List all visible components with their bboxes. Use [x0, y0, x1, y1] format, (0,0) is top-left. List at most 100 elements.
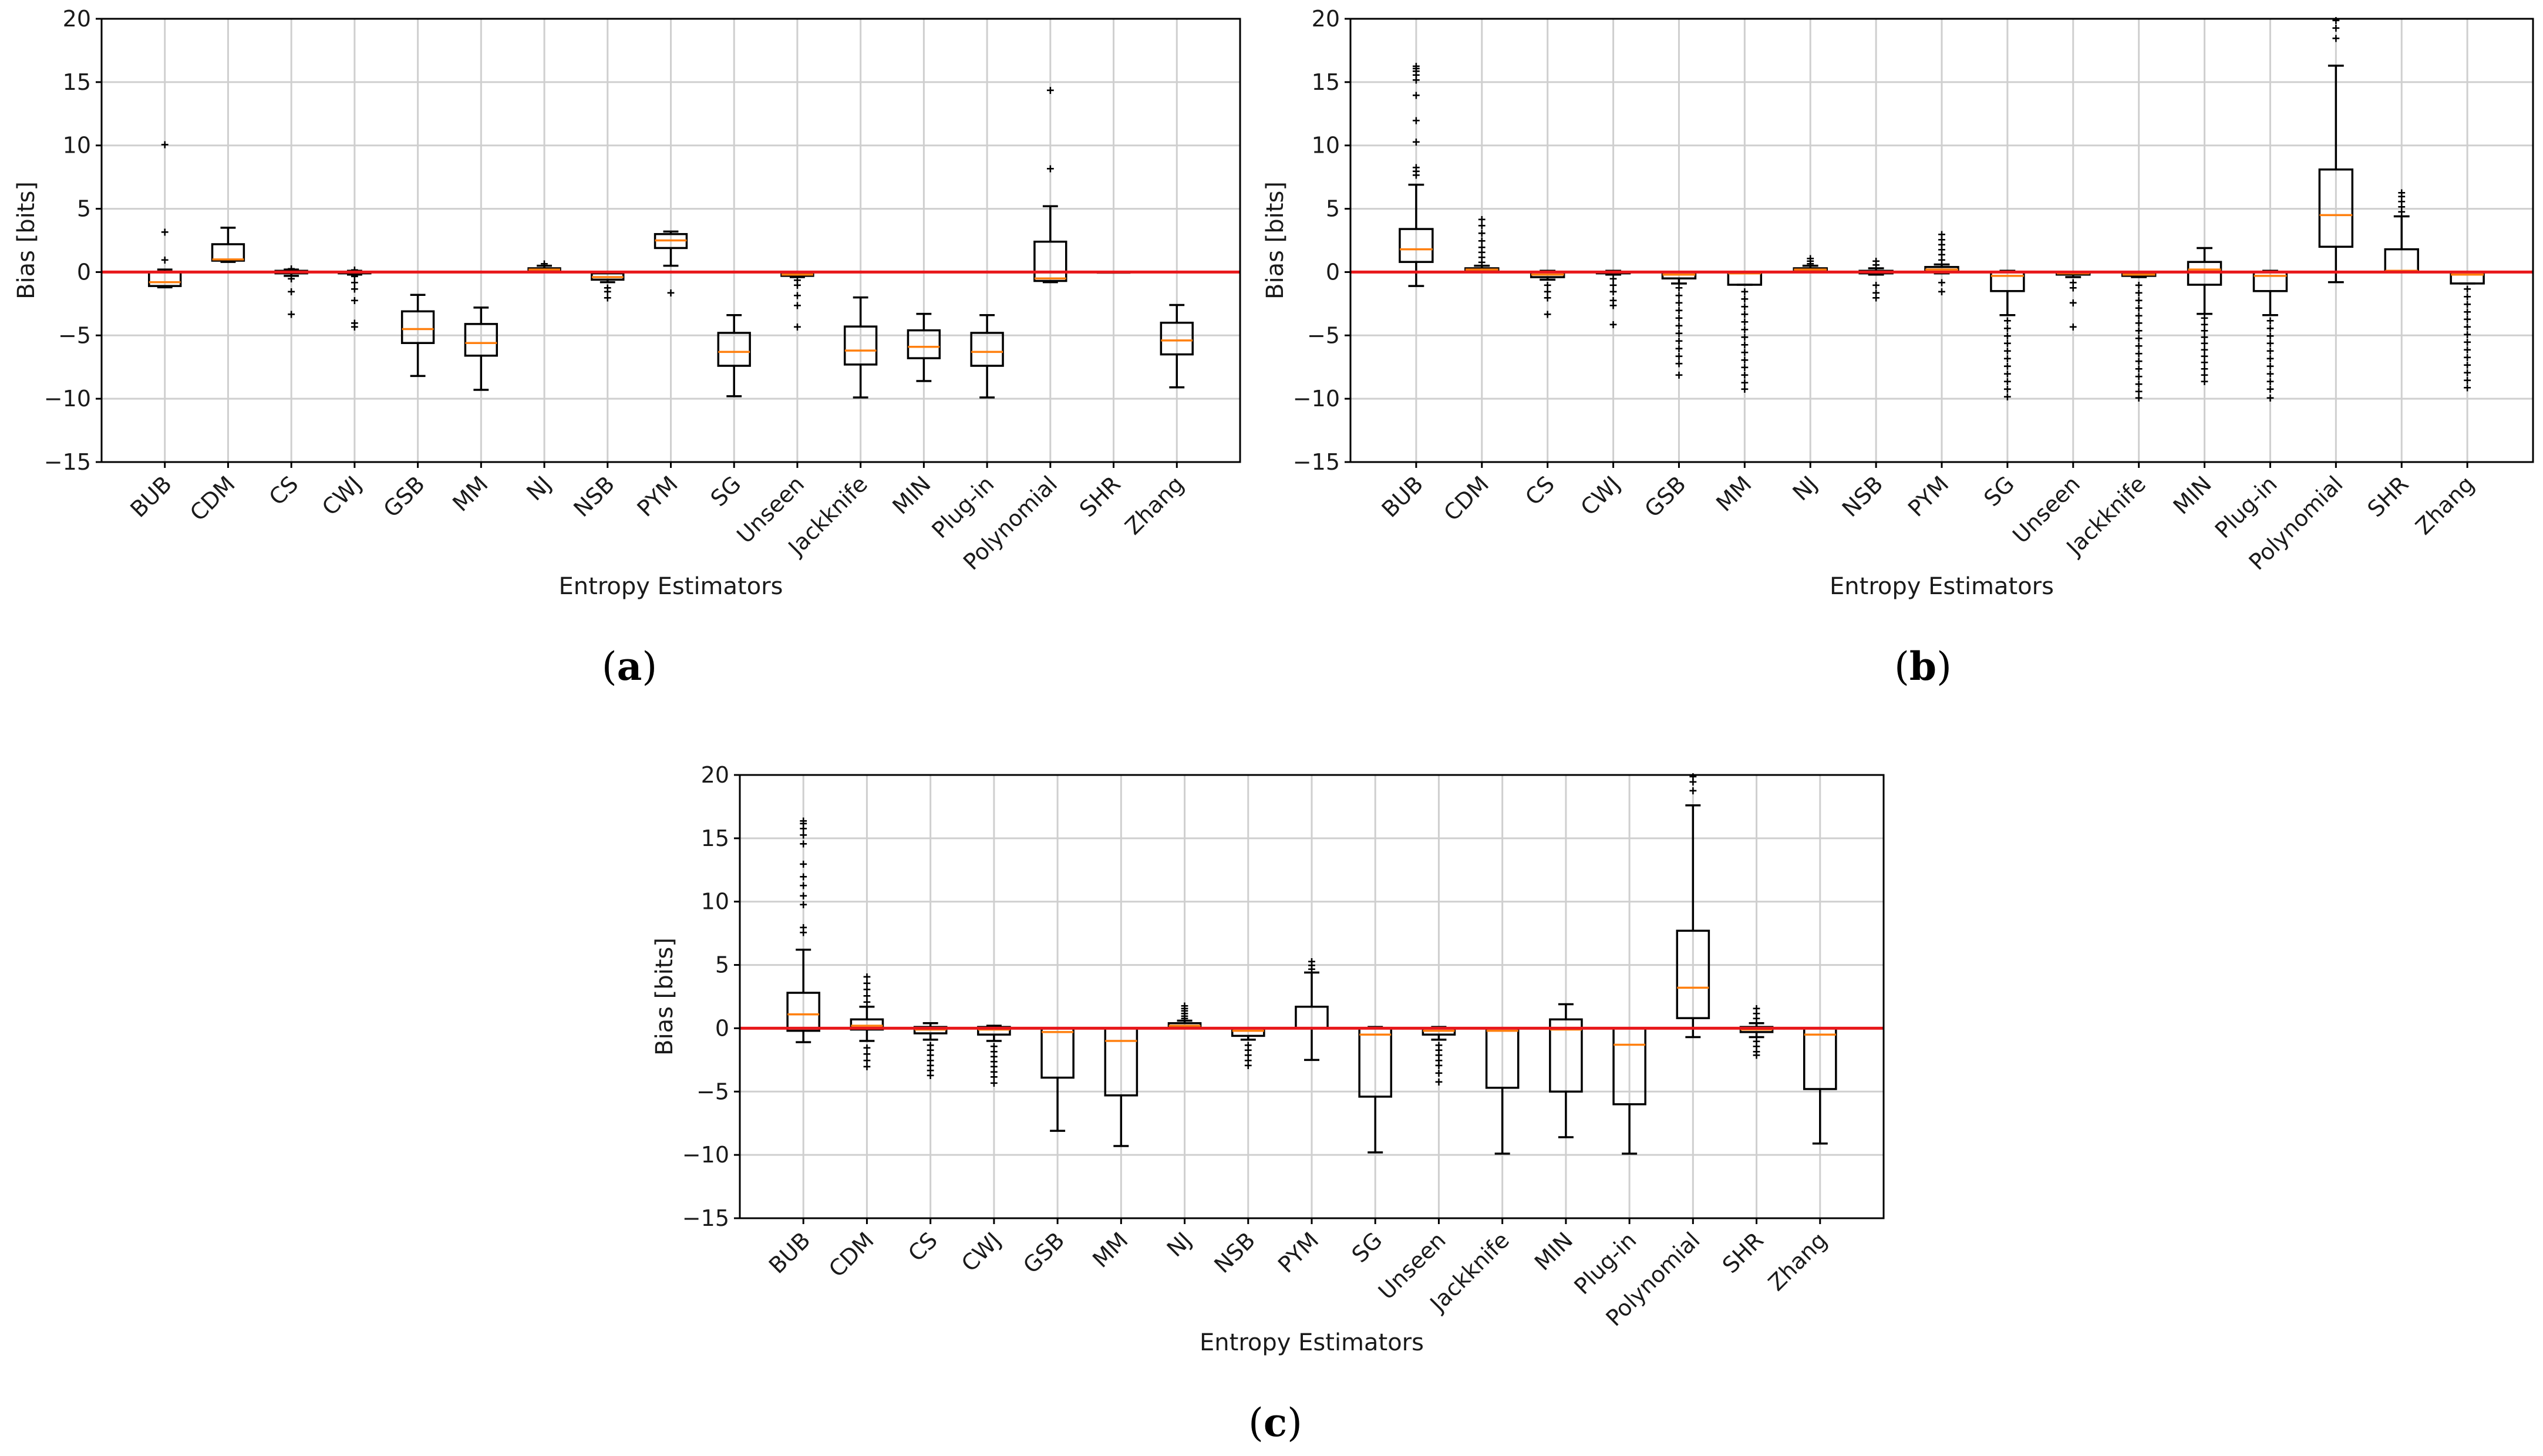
x-tick-label-cdm: CDM	[824, 1227, 879, 1282]
x-tick-label-bub: BUB	[1377, 471, 1429, 523]
box-cs: ++++	[1530, 269, 1565, 322]
flier-marker: +	[1938, 276, 1945, 291]
flier-marker: +	[2135, 377, 2143, 392]
box-plug-in: +++++++++++	[2252, 269, 2288, 406]
flier-marker: +	[2463, 320, 2471, 335]
x-tick-label-cwj: CWJ	[1576, 471, 1625, 520]
panel-label: (a)	[602, 643, 657, 689]
flier-marker: +	[288, 272, 295, 287]
flier-marker: +	[2463, 343, 2471, 358]
flier-marker: +	[863, 1047, 871, 1062]
flier-marker: +	[1741, 308, 1749, 322]
box-jackknife	[843, 296, 878, 399]
flier-marker: +	[1412, 164, 1420, 179]
iqr-box	[786, 992, 821, 1032]
box-cwj: +++++++	[338, 263, 372, 335]
flier-marker: +	[1412, 114, 1420, 129]
flier-marker: +	[927, 1043, 934, 1058]
x-tick-label-sg: SG	[1347, 1227, 1387, 1268]
flier-marker: +	[1181, 1007, 1188, 1022]
flier-marker: +	[800, 898, 807, 912]
box-sg	[717, 314, 751, 397]
flier-marker: +	[793, 288, 801, 303]
box-polynomial: +++	[2318, 14, 2354, 284]
y-tick-label: 0	[1326, 259, 1340, 285]
iqr-box	[2318, 168, 2354, 248]
y-tick-label: 20	[1312, 6, 1340, 32]
flier-marker: +	[1872, 278, 1880, 293]
flier-marker: +	[800, 879, 807, 894]
flier-marker: +	[1938, 253, 1945, 268]
flier-marker: +	[1478, 245, 1486, 260]
flier-marker: +	[1675, 311, 1683, 326]
flier-marker: +	[927, 1064, 934, 1078]
box-nsb: +++++	[1231, 1027, 1265, 1073]
panel-label-close: )	[1936, 644, 1952, 689]
flier-marker: +	[1675, 304, 1683, 318]
y-tick-label: 15	[1312, 69, 1340, 95]
flier-marker: +	[2332, 21, 2340, 36]
flier-marker: +	[1675, 342, 1683, 356]
flier-marker: +	[800, 837, 807, 851]
flier-marker: +	[1872, 286, 1880, 301]
flier-marker: +	[863, 989, 871, 1003]
flier-marker: +	[1478, 240, 1486, 255]
flier-marker: +	[1181, 1009, 1188, 1024]
flier-marker: +	[1753, 1044, 1760, 1059]
flier-marker: +	[863, 970, 871, 985]
flier-marker: +	[2201, 356, 2208, 370]
flier-marker: +	[2463, 289, 2471, 304]
flier-marker: +	[863, 1060, 871, 1074]
flier-marker: +	[351, 263, 358, 278]
flier-marker: +	[2398, 186, 2406, 201]
x-tick-label-bub: BUB	[764, 1227, 816, 1279]
x-tick-label-pym: PYM	[1903, 471, 1953, 521]
x-tick-label-mm: MM	[1711, 471, 1756, 516]
flier-marker: +	[2463, 381, 2471, 396]
iqr-box	[464, 323, 499, 357]
x-tick-label-mm: MM	[1087, 1227, 1133, 1272]
flier-marker: +	[1689, 775, 1697, 790]
box-jackknife: ++++++++++++++++	[2121, 271, 2157, 406]
flier-marker: +	[2135, 278, 2143, 293]
flier-marker: +	[1478, 219, 1486, 234]
box-cwj: ++++++	[1595, 269, 1631, 332]
box-unseen: +++++	[780, 271, 814, 335]
x-tick-label-cwj: CWJ	[956, 1227, 1006, 1276]
flier-marker: +	[1689, 770, 1697, 784]
flier-marker: +	[1412, 168, 1420, 183]
flier-marker: +	[2398, 195, 2406, 210]
flier-marker: +	[2003, 390, 2011, 405]
box-min	[907, 312, 941, 382]
y-tick-label: 0	[715, 1015, 729, 1041]
flier-marker: +	[800, 828, 807, 842]
y-tick-label: −5	[1307, 322, 1340, 348]
x-tick-label-pym: PYM	[632, 471, 683, 521]
flier-marker: +	[2266, 344, 2274, 359]
flier-marker: +	[793, 273, 801, 288]
flier-marker: +	[1675, 281, 1683, 295]
flier-marker: +	[2069, 276, 2077, 291]
flier-marker: +	[2463, 373, 2471, 388]
flier-marker: +	[2003, 344, 2011, 359]
flier-marker: +	[1675, 288, 1683, 303]
flier-marker: +	[1435, 1066, 1443, 1081]
flier-marker: +	[2201, 375, 2208, 389]
flier-marker: +	[161, 138, 169, 153]
x-tick-label-nsb: NSB	[1837, 471, 1888, 522]
panel-label-close: )	[642, 644, 657, 689]
flier-marker: +	[2201, 311, 2208, 326]
flier-marker: +	[2463, 335, 2471, 350]
flier-marker: +	[1741, 315, 1749, 330]
flier-marker: +	[1741, 360, 1749, 375]
box-plug-in	[970, 314, 1004, 399]
flier-marker: +	[2332, 31, 2340, 46]
x-tick-label-min: MIN	[2168, 471, 2217, 519]
flier-marker: +	[1412, 68, 1420, 83]
flier-marker: +	[2003, 321, 2011, 336]
flier-marker: +	[863, 1041, 871, 1056]
y-tick-label: −5	[696, 1078, 729, 1104]
x-tick-label-gsb: GSB	[379, 471, 430, 522]
panel-label-open: (	[1894, 644, 1909, 689]
iqr-box	[1549, 1018, 1583, 1093]
